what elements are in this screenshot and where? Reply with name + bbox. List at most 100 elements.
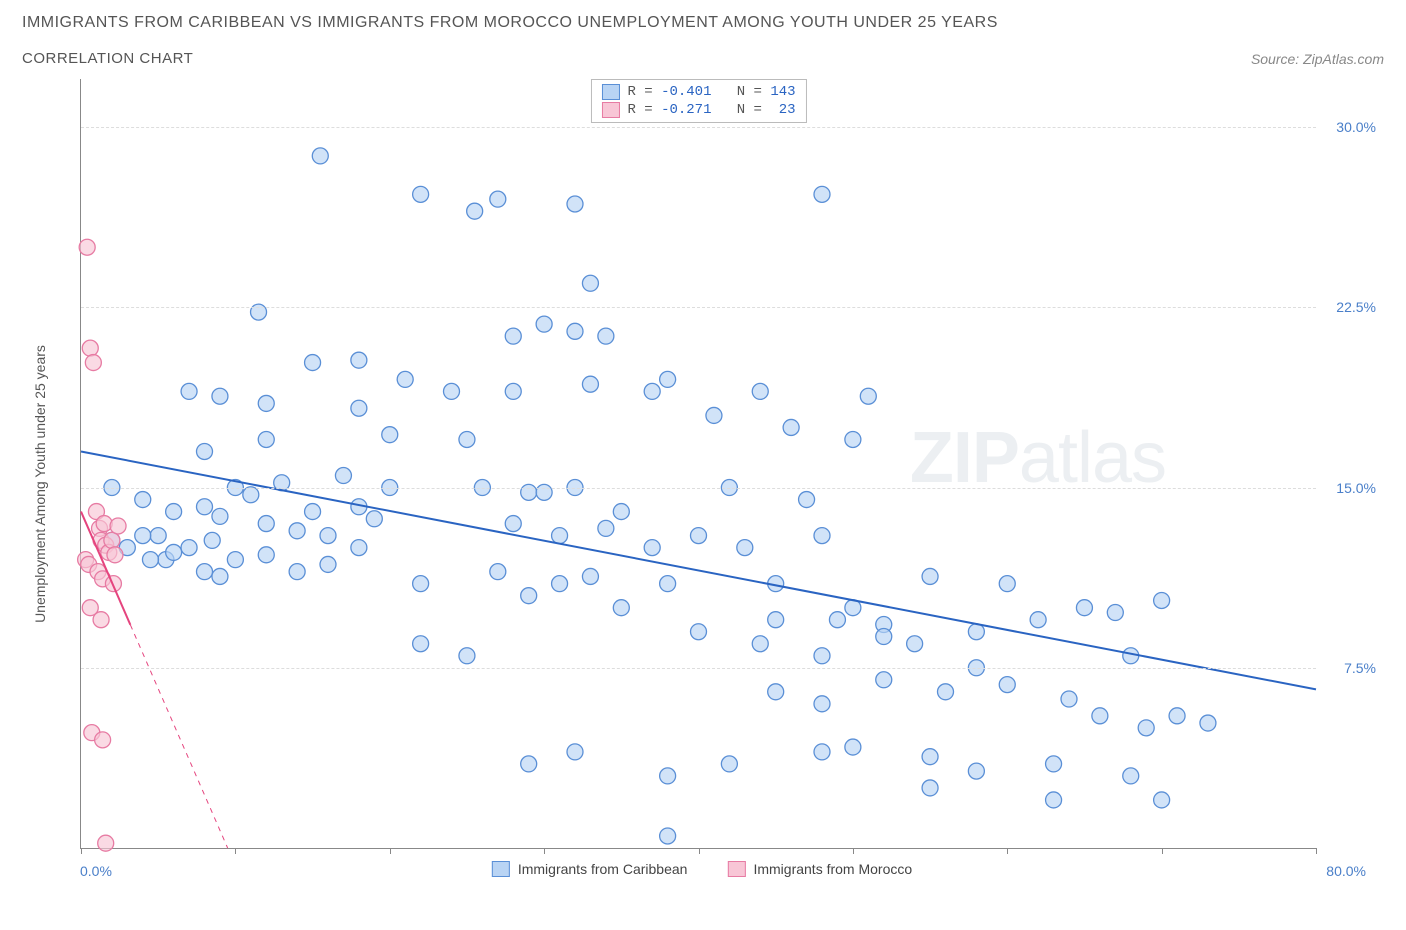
data-point: [166, 504, 182, 520]
data-point: [876, 629, 892, 645]
data-point: [598, 520, 614, 536]
data-point: [660, 828, 676, 844]
data-point: [1046, 792, 1062, 808]
data-point: [166, 544, 182, 560]
data-point: [1169, 708, 1185, 724]
data-point: [289, 523, 305, 539]
data-point: [490, 564, 506, 580]
data-point: [613, 504, 629, 520]
data-point: [521, 756, 537, 772]
data-point: [660, 768, 676, 784]
data-point: [459, 648, 475, 664]
data-point: [413, 186, 429, 202]
data-point: [536, 316, 552, 332]
x-tick: [544, 848, 545, 854]
data-point: [197, 499, 213, 515]
data-point: [413, 636, 429, 652]
data-point: [922, 749, 938, 765]
y-tick-label: 7.5%: [1321, 660, 1376, 676]
data-point: [783, 419, 799, 435]
legend-swatch: [727, 861, 745, 877]
x-tick: [235, 848, 236, 854]
data-point: [922, 780, 938, 796]
data-point: [258, 547, 274, 563]
data-point: [382, 427, 398, 443]
chart-subtitle: CORRELATION CHART: [22, 50, 193, 67]
data-point: [335, 468, 351, 484]
x-tick: [1316, 848, 1317, 854]
grid-line: [81, 668, 1316, 669]
x-tick: [390, 848, 391, 854]
x-axis-max-label: 80.0%: [1326, 863, 1366, 879]
data-point: [660, 576, 676, 592]
data-point: [413, 576, 429, 592]
series-legend-item: Immigrants from Caribbean: [492, 861, 688, 877]
data-point: [845, 431, 861, 447]
data-point: [258, 431, 274, 447]
data-point: [227, 552, 243, 568]
scatter-svg: [81, 79, 1316, 848]
series-legend-item: Immigrants from Morocco: [727, 861, 912, 877]
data-point: [197, 443, 213, 459]
grid-line: [81, 127, 1316, 128]
data-point: [212, 508, 228, 524]
data-point: [691, 624, 707, 640]
data-point: [305, 504, 321, 520]
data-point: [814, 528, 830, 544]
legend-swatch: [492, 861, 510, 877]
data-point: [1138, 720, 1154, 736]
data-point: [85, 355, 101, 371]
y-axis-title: Unemployment Among Youth under 25 years: [32, 345, 48, 623]
data-point: [212, 568, 228, 584]
y-tick-label: 15.0%: [1321, 480, 1376, 496]
x-axis-min-label: 0.0%: [80, 863, 112, 879]
data-point: [351, 540, 367, 556]
x-tick: [853, 848, 854, 854]
data-point: [845, 739, 861, 755]
data-point: [768, 612, 784, 628]
legend-row: R = -0.401 N = 143: [601, 84, 795, 100]
data-point: [598, 328, 614, 344]
data-point: [181, 540, 197, 556]
y-tick-label: 30.0%: [1321, 119, 1376, 135]
data-point: [243, 487, 259, 503]
x-tick: [1007, 848, 1008, 854]
data-point: [968, 624, 984, 640]
data-point: [644, 383, 660, 399]
chart-title: IMMIGRANTS FROM CARIBBEAN VS IMMIGRANTS …: [22, 14, 1384, 32]
data-point: [82, 340, 98, 356]
data-point: [999, 576, 1015, 592]
data-point: [799, 492, 815, 508]
data-point: [721, 756, 737, 772]
data-point: [1154, 792, 1170, 808]
data-point: [104, 532, 120, 548]
grid-line: [81, 488, 1316, 489]
data-point: [968, 763, 984, 779]
data-point: [814, 744, 830, 760]
data-point: [366, 511, 382, 527]
data-point: [204, 532, 220, 548]
data-point: [582, 275, 598, 291]
data-point: [505, 383, 521, 399]
data-point: [98, 835, 114, 851]
data-point: [444, 383, 460, 399]
data-point: [706, 407, 722, 423]
data-point: [107, 547, 123, 563]
grid-line: [81, 307, 1316, 308]
data-point: [305, 355, 321, 371]
data-point: [752, 383, 768, 399]
data-point: [258, 516, 274, 532]
data-point: [860, 388, 876, 404]
data-point: [320, 528, 336, 544]
data-point: [258, 395, 274, 411]
data-point: [567, 323, 583, 339]
correlation-legend: R = -0.401 N = 143R = -0.271 N = 23: [590, 79, 806, 123]
data-point: [150, 528, 166, 544]
series-legend-label: Immigrants from Morocco: [753, 861, 912, 877]
data-point: [582, 376, 598, 392]
data-point: [737, 540, 753, 556]
data-point: [1030, 612, 1046, 628]
data-point: [459, 431, 475, 447]
data-point: [467, 203, 483, 219]
data-point: [567, 196, 583, 212]
